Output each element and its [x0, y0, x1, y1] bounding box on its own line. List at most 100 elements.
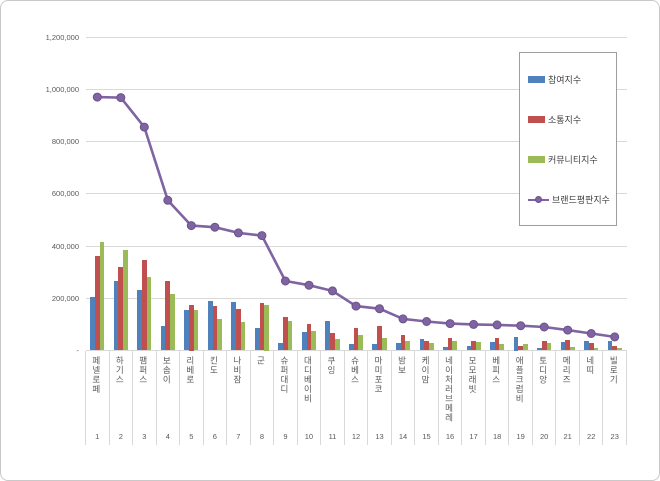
- x-rank-label: 5: [189, 432, 194, 441]
- bar-참여지수: [301, 332, 307, 351]
- bar-소통지수: [377, 326, 382, 351]
- bar-참여지수: [490, 341, 495, 351]
- x-rank-label: 9: [283, 432, 288, 441]
- x-rank-label: 10: [304, 432, 314, 441]
- bar-소통지수: [330, 332, 335, 351]
- x-category-label: 하기스: [114, 356, 125, 385]
- x-rank-label: 12: [351, 432, 361, 441]
- legend-bar-swatch-red: [528, 115, 545, 123]
- category-separator: [578, 350, 580, 445]
- bar-커뮤니티지수: [311, 330, 316, 351]
- bar-소통지수: [565, 339, 571, 351]
- bar-참여지수: [537, 347, 542, 351]
- line-marker-icon: [139, 122, 149, 132]
- bar-커뮤니티지수: [146, 277, 152, 351]
- x-category-label: 네이처러브메레: [444, 356, 455, 423]
- x-rank-label: 18: [492, 432, 502, 441]
- bar-소통지수: [400, 335, 406, 351]
- legend-item-communication-index: 소통지수: [528, 113, 614, 126]
- x-rank-label: 16: [445, 432, 455, 441]
- y-tick-label: 200,000: [51, 293, 79, 303]
- bar-참여지수: [395, 342, 401, 351]
- legend: 참여지수 소통지수 커뮤니티지수 브랜드평판지수: [519, 52, 617, 226]
- line-marker-icon: [422, 317, 432, 326]
- line-marker-icon: [563, 325, 573, 335]
- category-separator: [531, 350, 533, 445]
- line-marker-icon: [304, 280, 314, 290]
- line-marker-icon: [328, 286, 337, 296]
- bar-커뮤니티지수: [593, 347, 599, 351]
- bar-참여지수: [560, 341, 566, 351]
- y-tick-label: 400,000: [51, 241, 79, 251]
- legend-item-brand-reputation-index: 브랜드평판지수: [528, 193, 614, 206]
- x-rank-label: 20: [539, 432, 549, 441]
- category-separator: [484, 350, 486, 445]
- line-marker-icon: [539, 322, 549, 332]
- bar-커뮤니티지수: [358, 334, 364, 351]
- x-category-label: 군: [255, 356, 266, 366]
- gridline: [85, 245, 627, 247]
- x-category-label: 슈베스: [350, 356, 360, 385]
- bar-참여지수: [348, 344, 354, 351]
- bar-소통지수: [424, 340, 429, 351]
- x-rank-label: 1: [95, 432, 100, 441]
- bar-소통지수: [494, 337, 500, 351]
- x-rank-label: 8: [259, 432, 264, 441]
- x-rank-label: 21: [563, 432, 572, 441]
- y-tick-label: 600,000: [51, 189, 79, 199]
- category-separator: [461, 350, 463, 445]
- bar-커뮤니티지수: [617, 348, 622, 351]
- legend-label: 커뮤니티지수: [548, 154, 598, 165]
- bar-커뮤니티지수: [381, 337, 387, 351]
- line-marker-icon: [210, 222, 220, 232]
- x-category-label: 대디베이비: [302, 356, 313, 404]
- category-separator: [85, 350, 86, 445]
- bar-커뮤니티지수: [287, 321, 293, 351]
- bar-소통지수: [612, 346, 618, 351]
- x-category-label: 팸퍼스: [138, 356, 149, 385]
- x-rank-label: 19: [516, 432, 525, 441]
- line-marker-icon: [398, 314, 408, 324]
- category-separator: [155, 350, 157, 445]
- bar-커뮤니티지수: [240, 321, 246, 351]
- line-marker-icon: [233, 228, 243, 238]
- x-category-label: 애플크럼비: [514, 356, 525, 404]
- bar-커뮤니티지수: [405, 341, 411, 351]
- bar-커뮤니티지수: [99, 242, 105, 351]
- gridline: [85, 36, 627, 38]
- category-separator: [343, 350, 345, 445]
- bar-소통지수: [447, 337, 453, 351]
- category-separator: [320, 350, 322, 445]
- bar-커뮤니티지수: [523, 343, 528, 351]
- legend-item-community-index: 커뮤니티지수: [528, 153, 614, 166]
- bar-커뮤니티지수: [428, 342, 434, 351]
- legend-label: 소통지수: [548, 114, 582, 125]
- legend-bar-swatch-green: [528, 155, 545, 163]
- bar-소통지수: [471, 340, 476, 351]
- category-separator: [437, 350, 439, 445]
- bar-참여지수: [254, 328, 260, 351]
- x-rank-label: 23: [610, 432, 619, 441]
- gridline: [85, 350, 627, 351]
- x-category-label: 보솜이: [161, 356, 172, 385]
- bar-커뮤니티지수: [193, 310, 199, 351]
- x-category-label: 페넬로페: [91, 356, 102, 394]
- category-separator: [508, 350, 510, 445]
- y-tick-label: 1,000,000: [45, 84, 79, 94]
- category-separator: [296, 350, 298, 445]
- category-separator: [555, 350, 557, 445]
- x-category-label: 쿠잉: [326, 356, 337, 375]
- line-marker-icon: [492, 320, 502, 330]
- x-rank-label: 17: [469, 432, 478, 441]
- bar-소통지수: [94, 256, 100, 351]
- y-tick-label: 1,200,000: [45, 32, 79, 42]
- line-marker-icon: [257, 231, 267, 241]
- category-separator: [602, 350, 604, 445]
- x-rank-label: 6: [212, 432, 217, 441]
- y-tick-label: 800,000: [51, 137, 79, 146]
- category-separator: [132, 350, 134, 445]
- line-marker-icon: [375, 304, 384, 314]
- bar-소통지수: [588, 343, 594, 351]
- x-category-label: 메리즈: [561, 356, 572, 385]
